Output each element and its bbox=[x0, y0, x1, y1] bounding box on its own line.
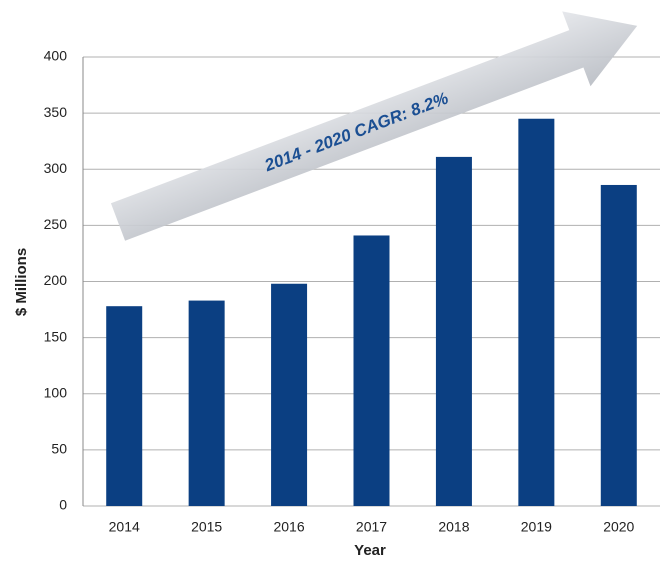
bar bbox=[271, 283, 308, 506]
y-tick-label: 100 bbox=[44, 384, 68, 400]
y-tick-label: 150 bbox=[44, 328, 68, 344]
annotation: 2014 - 2020 CAGR: 8.2% bbox=[261, 89, 451, 176]
x-tick-label: 2019 bbox=[521, 519, 552, 535]
arrow-shape bbox=[110, 11, 638, 241]
bar bbox=[353, 235, 390, 507]
y-tick-label: 200 bbox=[44, 272, 68, 288]
x-tick-label: 2018 bbox=[438, 519, 469, 535]
y-axis-label: $ Millions bbox=[13, 248, 30, 316]
bar bbox=[518, 118, 555, 507]
plot-area: 0 50 100 150 200 250 300 350 400 2014 2015 2016 2017… bbox=[44, 48, 660, 535]
y-tick-label: 400 bbox=[44, 48, 68, 64]
cagr-arrow: 2014 - 2020 CAGR: 8.2% bbox=[110, 11, 638, 241]
y-tick-label: 350 bbox=[44, 104, 68, 120]
bar bbox=[188, 300, 225, 506]
y-tick-label: 0 bbox=[59, 497, 67, 513]
x-tick-label: 2015 bbox=[191, 519, 222, 535]
bar bbox=[600, 184, 637, 506]
bar bbox=[435, 156, 472, 506]
x-tick-label: 2017 bbox=[356, 519, 387, 535]
bar bbox=[106, 306, 143, 506]
y-tick-label: 300 bbox=[44, 160, 68, 176]
x-tick-label: 2016 bbox=[273, 519, 304, 535]
y-tick-label: 250 bbox=[44, 216, 68, 232]
x-axis-label: Year bbox=[354, 542, 386, 559]
x-tick-label: 2014 bbox=[109, 519, 140, 535]
y-tick-label: 50 bbox=[51, 441, 67, 457]
x-tick-label: 2020 bbox=[603, 519, 634, 535]
